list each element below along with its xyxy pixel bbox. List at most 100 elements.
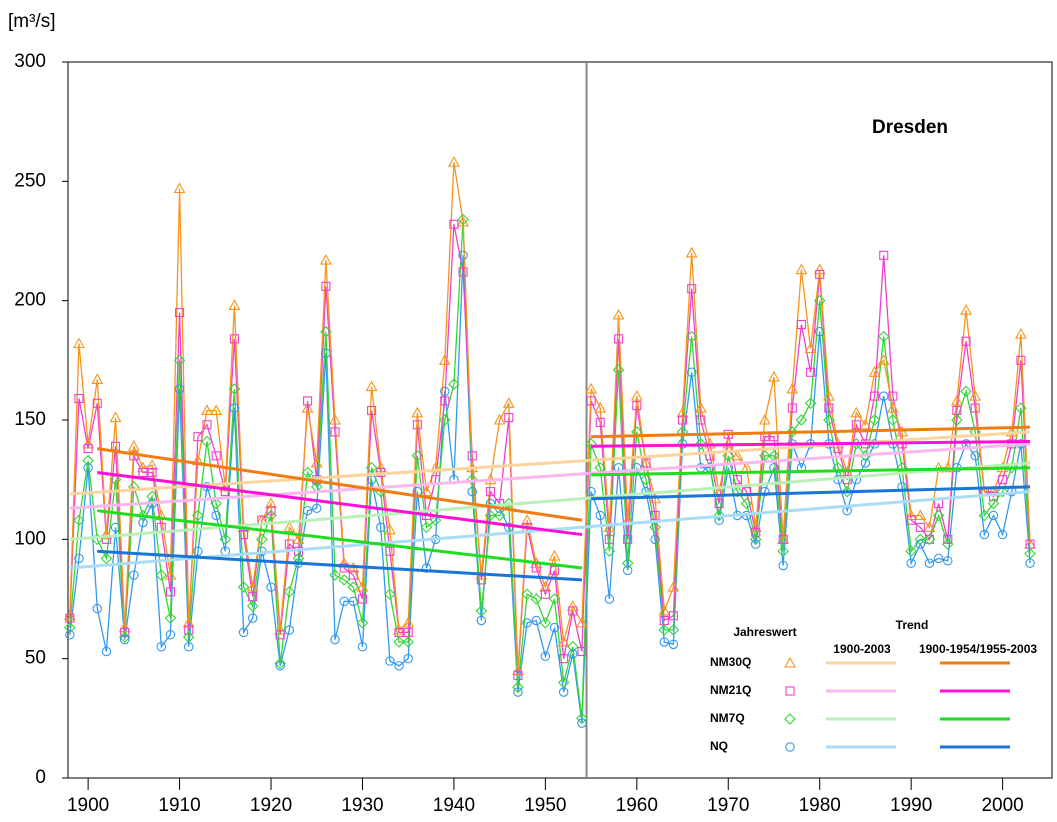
marker [155,569,168,581]
marker [577,646,587,657]
legend-label: NQ [710,739,728,753]
marker [540,589,550,599]
marker [284,625,295,635]
marker [970,403,980,413]
x-tick-label: 1990 [890,795,932,816]
marker [384,588,396,601]
y-tick-label: 100 [14,528,46,549]
marker [860,458,871,468]
marker [842,475,852,485]
trend-line-period [97,447,583,522]
marker [82,454,94,467]
marker [557,635,570,647]
marker [722,450,735,462]
marker [219,533,232,546]
marker [193,546,203,557]
x-tick-label: 1920 [250,795,292,816]
marker [933,553,944,564]
marker [376,522,386,533]
marker [950,394,963,406]
marker [265,509,277,522]
marker [659,637,670,647]
marker [568,606,578,616]
marker [211,510,221,521]
marker [932,509,945,522]
marker [576,712,588,725]
marker [942,556,953,566]
marker [586,486,596,497]
marker [228,299,241,310]
marker [348,570,358,580]
marker [440,386,450,397]
marker [275,661,285,671]
marker [676,426,689,438]
marker [74,553,84,564]
x-tick-label: 2000 [981,795,1023,816]
marker [1025,558,1035,568]
marker [193,432,203,442]
marker [960,385,972,398]
trend-line-period [97,549,583,582]
marker [511,664,524,676]
marker [311,503,322,514]
marker [549,565,560,575]
marker [246,580,259,592]
marker [870,391,880,401]
marker [686,367,697,378]
marker [412,420,422,430]
marker [888,391,898,401]
marker [943,534,953,544]
marker [283,586,296,598]
marker [237,581,250,593]
legend: Jahreswert Trend 1900-2003 1900-1954/1955-2… [710,618,1037,753]
marker [183,641,194,652]
marker [329,569,341,581]
marker [851,420,861,430]
x-tick-label: 1930 [341,795,383,816]
marker [760,486,770,497]
marker [202,420,212,430]
marker [997,529,1008,540]
marker [988,510,999,521]
y-tick-label: 250 [14,170,46,191]
marker [173,354,186,367]
marker [201,404,213,416]
marker [110,522,121,533]
marker [604,534,614,544]
marker [539,580,552,592]
x-tick-label: 1980 [799,795,841,816]
marker [641,458,651,468]
marker [73,337,85,349]
marker [558,687,569,697]
marker [147,467,157,478]
legend-title: Trend [896,618,929,632]
marker [923,521,936,532]
marker [63,609,76,621]
marker [859,418,872,430]
marker [438,414,451,426]
trend-line-period [591,466,1031,477]
marker [649,521,661,534]
marker [247,613,258,623]
legend-label: NM7Q [710,711,745,725]
marker [586,396,596,406]
marker [594,401,607,413]
marker [979,529,990,540]
marker [1016,355,1026,365]
marker [338,574,350,586]
marker [302,505,313,516]
marker [667,624,680,636]
marker [128,481,140,493]
marker [65,630,75,640]
marker [266,582,276,592]
marker [164,569,177,580]
marker [731,485,744,498]
marker [137,509,149,522]
marker [82,437,95,449]
marker [156,641,167,652]
marker [905,509,918,521]
marker [274,623,287,635]
marker [347,581,360,593]
marker [694,401,707,413]
marker [886,401,899,413]
